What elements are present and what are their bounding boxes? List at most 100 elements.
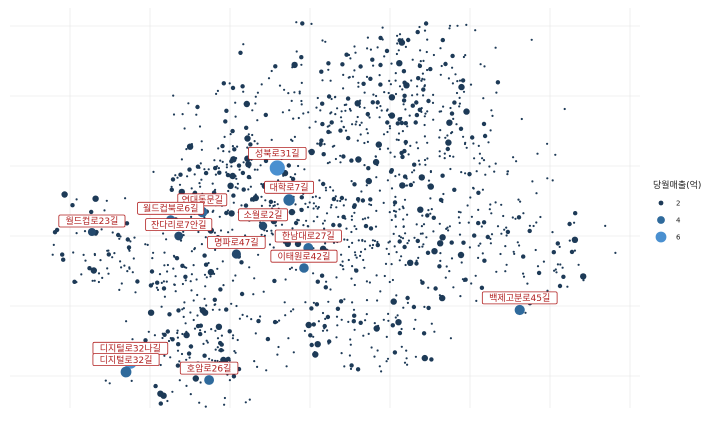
store-point — [205, 304, 208, 307]
store-point — [388, 112, 396, 119]
store-point — [233, 350, 236, 353]
store-point — [427, 209, 430, 212]
store-point — [462, 55, 465, 59]
store-point — [437, 240, 444, 247]
store-point — [407, 239, 410, 242]
store-point — [335, 315, 339, 318]
store-point — [473, 157, 476, 160]
store-point — [505, 234, 508, 237]
store-point — [306, 206, 310, 209]
store-point — [182, 230, 185, 233]
store-point — [464, 141, 467, 144]
store-point — [188, 344, 194, 349]
store-point — [176, 336, 179, 339]
store-point — [200, 178, 203, 181]
store-point — [326, 94, 332, 99]
store-point — [500, 203, 503, 206]
store-point — [448, 27, 451, 30]
store-point — [329, 79, 332, 82]
store-point — [334, 113, 337, 116]
store-point — [423, 305, 426, 308]
store-point — [184, 322, 187, 325]
store-point — [392, 200, 398, 205]
store-point — [365, 75, 369, 78]
store-point — [97, 272, 101, 275]
store-point — [190, 289, 193, 292]
store-point — [340, 318, 343, 321]
store-point — [477, 244, 480, 247]
store-point — [126, 245, 132, 250]
store-point — [107, 249, 110, 252]
store-point — [418, 245, 421, 249]
store-point — [402, 93, 407, 99]
store-point — [397, 49, 400, 52]
store-point — [256, 91, 259, 94]
store-point — [224, 108, 229, 114]
store-point — [357, 81, 360, 84]
store-point — [343, 238, 346, 241]
store-point — [120, 282, 123, 285]
store-point — [452, 155, 455, 158]
store-point — [307, 225, 310, 228]
labeled-point — [514, 304, 525, 316]
store-point — [253, 140, 256, 143]
store-point — [394, 214, 397, 217]
store-point — [371, 243, 375, 247]
store-point — [491, 114, 494, 117]
store-point — [187, 102, 190, 105]
store-point — [375, 176, 378, 179]
store-point — [336, 199, 339, 202]
store-point — [119, 260, 122, 263]
store-point — [372, 158, 380, 166]
store-point — [431, 215, 436, 220]
store-point — [532, 224, 535, 228]
store-point — [405, 184, 408, 187]
store-point — [153, 334, 156, 337]
store-point — [202, 253, 207, 258]
store-point — [478, 162, 481, 165]
store-point — [235, 304, 238, 308]
store-point — [189, 280, 192, 283]
store-point — [415, 238, 420, 244]
store-point — [226, 356, 231, 362]
store-point — [253, 277, 256, 280]
store-point — [555, 271, 558, 274]
store-point — [397, 117, 402, 122]
store-point — [107, 272, 110, 275]
store-point — [92, 195, 99, 202]
store-point — [288, 267, 292, 271]
store-point — [347, 320, 350, 323]
store-point — [407, 259, 414, 266]
store-point — [118, 288, 121, 291]
store-point — [300, 63, 303, 66]
store-point — [364, 319, 367, 322]
store-point — [204, 285, 207, 288]
store-point — [542, 260, 546, 263]
store-point — [190, 273, 193, 276]
store-point — [375, 106, 379, 109]
legend: 당월매출(억) 2 4 6 — [653, 179, 701, 243]
store-point — [236, 187, 239, 190]
store-point — [212, 209, 215, 212]
store-point — [162, 232, 165, 235]
store-point — [260, 83, 263, 86]
store-point — [495, 91, 498, 94]
store-point — [231, 279, 235, 282]
store-point — [248, 142, 253, 147]
store-point — [423, 84, 426, 87]
store-point — [413, 327, 416, 330]
store-point — [386, 147, 390, 150]
store-point — [272, 246, 275, 249]
store-point — [238, 317, 241, 320]
store-point — [326, 61, 331, 66]
labeled-point — [204, 375, 215, 385]
store-point — [97, 280, 100, 284]
store-point — [224, 307, 229, 312]
store-point — [422, 59, 425, 63]
store-point — [178, 183, 182, 186]
point-label-box — [207, 235, 266, 249]
store-point — [490, 212, 493, 215]
store-point — [388, 211, 391, 214]
store-point — [242, 90, 245, 93]
store-point — [489, 242, 492, 245]
